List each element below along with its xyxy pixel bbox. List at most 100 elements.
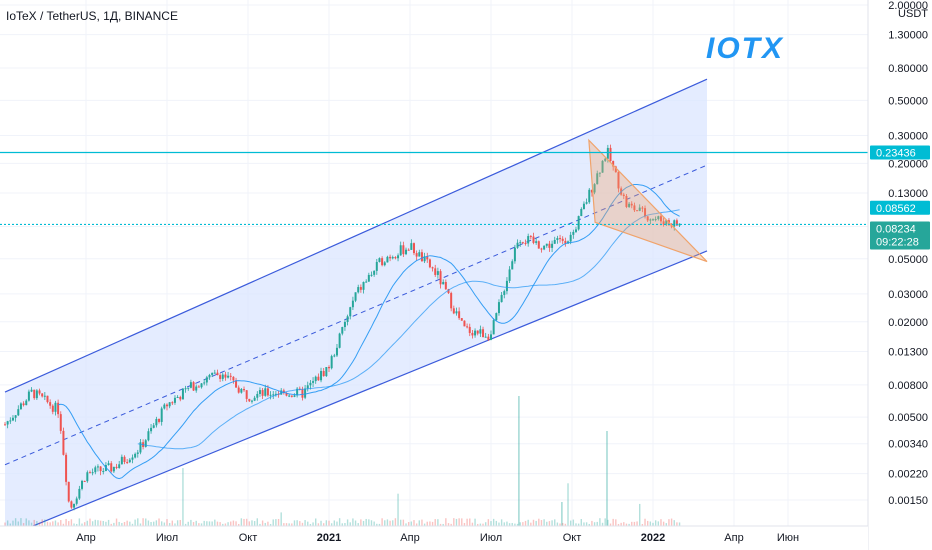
candle-body [166,404,168,407]
volume-bar [139,523,142,526]
volume-bar [434,519,436,526]
volume-bar [620,522,622,526]
volume-bar [110,523,112,526]
candle-body [439,271,442,285]
volume-bar [206,521,208,526]
candle-body [559,238,562,240]
volume-bar [354,520,357,526]
candle-body [51,405,54,412]
candle-body [633,205,636,211]
volume-bar [583,522,585,526]
volume-bar [198,523,200,526]
volume-bar [62,523,65,526]
volume-bar [604,518,606,526]
candle-body [585,202,588,204]
volume-bar [548,521,551,526]
candle-body [490,334,492,340]
volume-bar [384,520,386,526]
volume-bar [386,519,389,526]
level-tag-label: 0.23436 [876,147,916,159]
symbol-watermark: IOTX [706,32,785,65]
candle-body [537,241,540,249]
volume-bar [338,518,341,526]
candle-body [450,293,453,309]
candle-body [590,189,593,193]
candle-body [652,219,654,221]
volume-bar [453,518,455,526]
volume-bar [36,521,38,526]
volume-bar [83,522,86,526]
volume-bar [623,522,625,526]
candle-body [176,396,179,398]
candle-body [160,408,163,422]
volume-bar [559,523,561,526]
volume-bar [320,520,322,526]
candle-body [487,336,490,340]
candle-body [474,330,477,336]
candle-body [593,184,596,193]
candle-body [19,403,22,410]
price-axis-bg [868,0,932,550]
candle-body [22,403,25,406]
time-tick-label: Июл [480,532,502,544]
candle-body [123,456,126,462]
candle-body [211,372,214,375]
candle-body [673,220,676,227]
candle-body [269,394,272,396]
candle-body [94,467,97,473]
candle-body [394,257,397,259]
candle-body [205,377,208,383]
volume-bar [86,520,89,526]
volume-bar [192,522,195,526]
volume-bar [304,520,306,526]
candle-body [296,388,299,396]
volume-bar [89,518,91,526]
volume-bar [6,520,9,526]
volume-bar [527,519,529,526]
volume-bar [506,521,508,526]
volume-bar [322,523,325,526]
candle-body [88,472,91,474]
volume-bar [673,520,675,526]
candle-body [378,258,381,262]
price-tick-label: 0.05000 [888,254,928,266]
volume-bar [147,520,150,526]
candle-body [397,255,400,259]
candle-body [280,390,283,395]
time-axis-bg [0,526,868,550]
volume-bar [166,519,168,526]
candle-body [471,332,474,336]
volume-bar [158,518,160,526]
volume-bar [567,483,569,526]
volume-bar [216,521,219,526]
volume-bar [522,522,524,526]
candle-body [272,394,275,396]
volume-bar [14,518,17,526]
volume-bar [469,518,471,526]
volume-bar [370,520,373,526]
time-tick-label: Июн [777,532,799,544]
chart-title: IoTeX / TetherUS, 1Д, BINANCE [6,9,178,23]
candle-body [612,160,615,167]
volume-bar [362,520,365,526]
volume-bar [368,519,370,526]
time-tick-label: Апр [724,532,743,544]
volume-bar [99,520,102,526]
volume-bar [296,520,298,526]
candle-body [548,243,551,248]
candle-body [112,466,115,472]
candle-body [436,271,439,275]
volume-bar [543,519,545,526]
volume-bar [445,518,447,526]
volume-bar [633,521,636,526]
candle-body [78,488,81,499]
candle-body [410,243,413,250]
volume-bar [264,522,266,526]
volume-bar [532,519,535,526]
volume-bar [238,523,240,526]
time-tick-label: 2021 [317,532,341,544]
candle-body [248,398,251,402]
candle-body [134,453,137,458]
candle-body [511,261,514,270]
